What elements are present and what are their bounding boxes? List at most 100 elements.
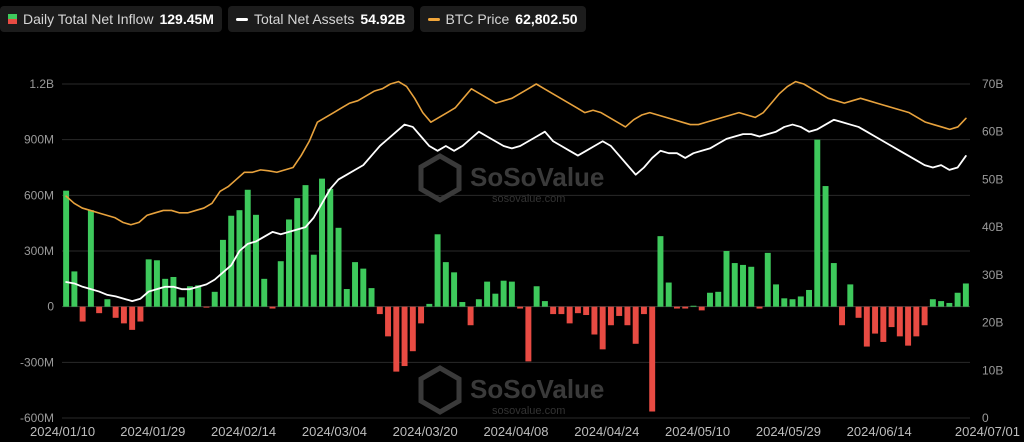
inflow-bar: [343, 289, 350, 307]
inflow-bar: [186, 286, 193, 307]
inflow-bar: [657, 236, 664, 307]
inflow-bar: [814, 139, 821, 307]
inflow-bar: [921, 306, 928, 326]
gridlines: [62, 83, 970, 419]
y-right-tick-label: 60B: [982, 125, 1003, 139]
inflow-bar: [302, 185, 309, 307]
inflow-bar: [863, 306, 870, 347]
inflow-bar: [599, 306, 606, 350]
inflow-bar: [533, 286, 540, 307]
inflow-bar: [170, 276, 177, 307]
inflow-bar: [913, 306, 920, 337]
orange-line-icon: [427, 17, 440, 21]
inflow-bar: [583, 306, 590, 316]
inflow-bar: [104, 299, 111, 307]
inflow-bar: [112, 306, 119, 318]
inflow-bar: [203, 306, 210, 308]
inflow-bar: [946, 302, 953, 307]
x-tick-label: 2024/05/29: [756, 424, 821, 439]
inflow-bar: [286, 219, 292, 307]
inflow-bar: [269, 306, 276, 309]
inflow-bar: [120, 306, 127, 324]
inflow-bar: [195, 285, 202, 307]
inflow-bar: [682, 306, 689, 309]
inflow-bar: [352, 262, 358, 307]
inflow-bar: [591, 306, 598, 335]
inflow-bar: [541, 301, 548, 307]
inflow-bar: [781, 298, 788, 307]
inflow-bar: [178, 297, 185, 307]
inflow-bar: [327, 188, 334, 307]
inflow-bar: [310, 254, 317, 307]
y-right-tick-label: 20B: [982, 316, 1003, 330]
y-left-tick-label: -300M: [20, 355, 54, 369]
inflow-bar: [764, 252, 771, 307]
left-axis-labels: -600M -300M 0 300M 600M 900M 1.2B: [20, 77, 54, 425]
x-tick-label: 2024/03/04: [302, 424, 367, 439]
x-tick-label: 2024/01/29: [120, 424, 185, 439]
inflow-bar: [153, 260, 160, 307]
inflow-bar: [698, 306, 705, 311]
inflow-bar: [632, 306, 639, 344]
inflow-bar: [550, 306, 557, 315]
x-tick-label: 2024/04/24: [574, 424, 639, 439]
inflow-bar: [517, 306, 524, 309]
legend-btc-price-value: 62,802.50: [515, 11, 578, 27]
inflow-bar: [335, 227, 342, 307]
inflow-bar: [393, 306, 400, 372]
inflow-bar: [137, 306, 144, 322]
y-left-tick-label: -600M: [20, 411, 54, 425]
watermark-brand: SoSoValue: [470, 374, 604, 404]
inflow-bar: [492, 293, 499, 307]
y-right-tick-label: 10B: [982, 363, 1003, 377]
sosovalue-hexagon-icon: [418, 365, 462, 415]
watermarks: SoSoValuesosovalue.comSoSoValuesosovalue…: [418, 153, 604, 417]
inflow-bar: [475, 299, 482, 307]
inflow-bar: [385, 306, 392, 337]
inflow-bar: [624, 306, 631, 326]
inflow-bar: [96, 306, 103, 314]
y-right-tick-label: 40B: [982, 220, 1003, 234]
inflow-bar: [756, 306, 763, 309]
inflow-bar: [277, 261, 284, 307]
legend-net-assets[interactable]: Total Net Assets 54.92B: [227, 6, 414, 32]
inflow-bar: [855, 306, 862, 318]
inflow-bar: [640, 306, 647, 315]
inflow-bar: [426, 303, 433, 307]
legend-net-inflow[interactable]: Daily Total Net Inflow 129.45M: [0, 6, 222, 32]
y-left-tick-label: 1.2B: [29, 77, 54, 91]
inflow-bar: [525, 306, 532, 362]
legend-btc-price-label: BTC Price: [445, 11, 510, 27]
inflow-bar: [244, 189, 251, 307]
x-tick-label: 2024/03/20: [393, 424, 458, 439]
inflow-bar: [905, 306, 912, 346]
inflow-bar: [566, 306, 573, 324]
btc-price-line: [65, 80, 967, 226]
inflow-bar: [665, 282, 672, 307]
inflow-bar: [467, 306, 474, 326]
x-tick-label: 2024/07/01: [955, 424, 1020, 439]
legend-btc-price[interactable]: BTC Price 62,802.50: [419, 6, 586, 32]
inflow-bar: [797, 296, 804, 307]
inflow-bar: [409, 306, 416, 352]
inflow-bar: [690, 305, 697, 307]
y-left-tick-label: 300M: [24, 244, 54, 258]
inflow-bar: [731, 263, 738, 307]
inflow-bar: [748, 266, 755, 307]
inflow-bar: [71, 271, 78, 307]
inflow-bar: [211, 291, 218, 307]
inflow-bar: [508, 281, 515, 307]
inflow-bar: [880, 306, 887, 342]
red-green-bar-icon: [8, 14, 17, 24]
inflow-bar: [954, 292, 961, 307]
inflow-bar: [236, 210, 243, 307]
inflow-bar: [261, 278, 268, 307]
inflow-bar: [484, 281, 491, 307]
inflow-bar: [806, 289, 812, 307]
inflow-bar: [773, 284, 779, 307]
inflow-bar: [500, 280, 507, 307]
inflow-bar: [962, 283, 969, 307]
inflow-bar: [616, 306, 623, 316]
